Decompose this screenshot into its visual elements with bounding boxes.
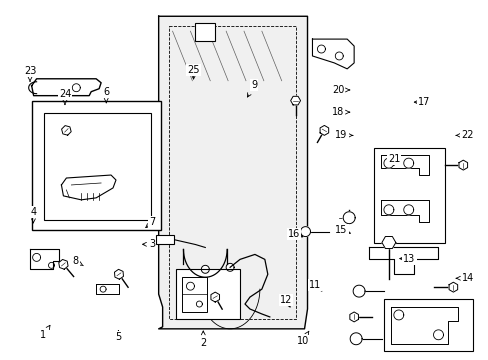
Bar xyxy=(155,235,173,244)
Text: 25: 25 xyxy=(187,65,200,79)
Polygon shape xyxy=(458,160,467,170)
Polygon shape xyxy=(317,45,325,53)
Polygon shape xyxy=(380,200,427,222)
Polygon shape xyxy=(61,126,71,135)
Text: 8: 8 xyxy=(72,256,83,266)
Text: 17: 17 xyxy=(413,97,429,107)
Polygon shape xyxy=(383,205,393,215)
Bar xyxy=(182,277,207,312)
Text: 7: 7 xyxy=(145,217,155,228)
Bar xyxy=(168,26,295,319)
Text: 11: 11 xyxy=(308,280,321,291)
Bar xyxy=(383,299,472,351)
Polygon shape xyxy=(48,262,54,268)
Bar xyxy=(175,269,240,319)
Polygon shape xyxy=(33,253,41,261)
Polygon shape xyxy=(210,292,219,302)
Text: 2: 2 xyxy=(200,331,206,347)
Polygon shape xyxy=(320,125,328,135)
Text: 4: 4 xyxy=(30,207,37,223)
Polygon shape xyxy=(114,269,123,279)
Polygon shape xyxy=(300,227,310,237)
Text: 6: 6 xyxy=(103,87,109,103)
Polygon shape xyxy=(368,247,438,274)
Text: 14: 14 xyxy=(455,273,473,283)
Text: 18: 18 xyxy=(331,107,349,117)
Polygon shape xyxy=(32,79,101,96)
Polygon shape xyxy=(403,158,413,168)
Polygon shape xyxy=(61,175,116,200)
Polygon shape xyxy=(335,52,343,60)
Polygon shape xyxy=(352,285,365,297)
Polygon shape xyxy=(186,282,194,290)
Polygon shape xyxy=(196,301,202,307)
Text: 23: 23 xyxy=(24,66,36,81)
Text: 3: 3 xyxy=(142,239,155,249)
Polygon shape xyxy=(201,265,209,273)
Polygon shape xyxy=(433,330,443,340)
Polygon shape xyxy=(30,249,60,269)
Polygon shape xyxy=(96,284,119,294)
Text: 24: 24 xyxy=(59,89,71,104)
Polygon shape xyxy=(290,96,300,105)
Text: 21: 21 xyxy=(387,154,399,166)
Bar xyxy=(373,148,445,243)
Polygon shape xyxy=(349,333,361,345)
Polygon shape xyxy=(448,282,457,292)
Text: 12: 12 xyxy=(279,295,291,307)
Polygon shape xyxy=(381,237,395,248)
Polygon shape xyxy=(343,212,354,224)
Text: 16: 16 xyxy=(287,229,302,239)
Polygon shape xyxy=(390,307,457,344)
Text: 22: 22 xyxy=(455,130,473,140)
Polygon shape xyxy=(225,264,234,271)
Polygon shape xyxy=(312,39,353,69)
Text: 5: 5 xyxy=(115,331,121,342)
Polygon shape xyxy=(349,312,358,322)
Polygon shape xyxy=(383,158,393,168)
Bar xyxy=(195,23,215,41)
Text: 13: 13 xyxy=(399,253,415,264)
Polygon shape xyxy=(59,260,68,269)
Text: 20: 20 xyxy=(331,85,349,95)
Text: 9: 9 xyxy=(247,80,257,97)
Text: 19: 19 xyxy=(335,130,352,140)
Text: 15: 15 xyxy=(335,225,350,235)
Polygon shape xyxy=(100,286,106,292)
Text: 10: 10 xyxy=(296,331,308,346)
Polygon shape xyxy=(158,16,307,329)
Text: 1: 1 xyxy=(40,325,50,341)
Bar xyxy=(32,100,161,230)
Bar xyxy=(43,113,150,220)
Polygon shape xyxy=(380,155,427,175)
Polygon shape xyxy=(393,310,403,320)
Polygon shape xyxy=(403,205,413,215)
